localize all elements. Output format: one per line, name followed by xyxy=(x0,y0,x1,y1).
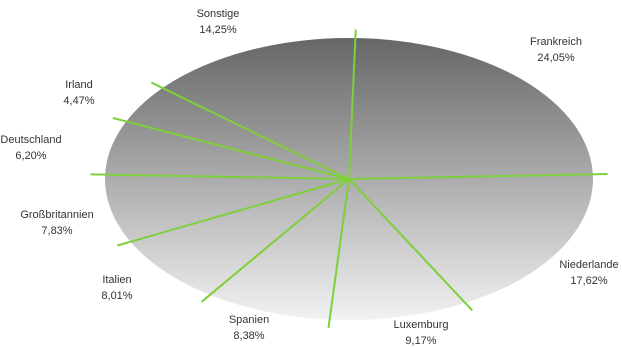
slice-label-name: Großbritannien xyxy=(20,209,93,221)
slice-label-name: Sonstige xyxy=(197,8,240,20)
slice-label-name: Frankreich xyxy=(530,36,582,48)
slice-label-value: 4,47% xyxy=(63,95,94,107)
slice-label: Luxemburg 9,17% xyxy=(393,319,448,347)
slice-divider-line xyxy=(90,173,350,180)
slice-divider-line xyxy=(327,178,350,329)
slice-divider-line xyxy=(348,178,473,312)
slice-label: Frankreich 24,05% xyxy=(530,36,582,64)
slice-divider-line xyxy=(348,173,608,180)
slice-label-value: 6,20% xyxy=(15,150,46,162)
slice-label-value: 14,25% xyxy=(199,24,237,36)
slice-label: Sonstige 14,25% xyxy=(197,8,240,36)
slice-label-value: 7,83% xyxy=(41,225,72,237)
slice-divider-line xyxy=(200,178,350,303)
slice-label-value: 24,05% xyxy=(537,52,575,64)
slice-label-name: Italien xyxy=(102,274,131,286)
slice-label: Niederlande 17,62% xyxy=(559,259,618,287)
slice-divider-line xyxy=(348,29,357,180)
slice-divider-line xyxy=(112,117,350,180)
slice-label-name: Irland xyxy=(65,79,93,91)
slice-label-name: Deutschland xyxy=(0,134,61,146)
slice-label-name: Spanien xyxy=(229,314,269,326)
slice-divider-line xyxy=(117,178,350,247)
slice-label: Deutschland 6,20% xyxy=(0,134,61,162)
slice-label-value: 8,01% xyxy=(101,290,132,302)
slice-label: Irland 4,47% xyxy=(63,79,94,107)
slice-label: Großbritannien 7,83% xyxy=(20,209,93,237)
slice-divider-line xyxy=(150,81,350,180)
slice-label-value: 17,62% xyxy=(570,275,608,287)
slice-label-name: Luxemburg xyxy=(393,319,448,331)
slice-label-value: 9,17% xyxy=(405,335,436,347)
slice-label-name: Niederlande xyxy=(559,259,618,271)
slice-label: Italien 8,01% xyxy=(101,274,132,302)
slice-label: Spanien 8,38% xyxy=(229,314,269,342)
slice-label-value: 8,38% xyxy=(233,330,264,342)
